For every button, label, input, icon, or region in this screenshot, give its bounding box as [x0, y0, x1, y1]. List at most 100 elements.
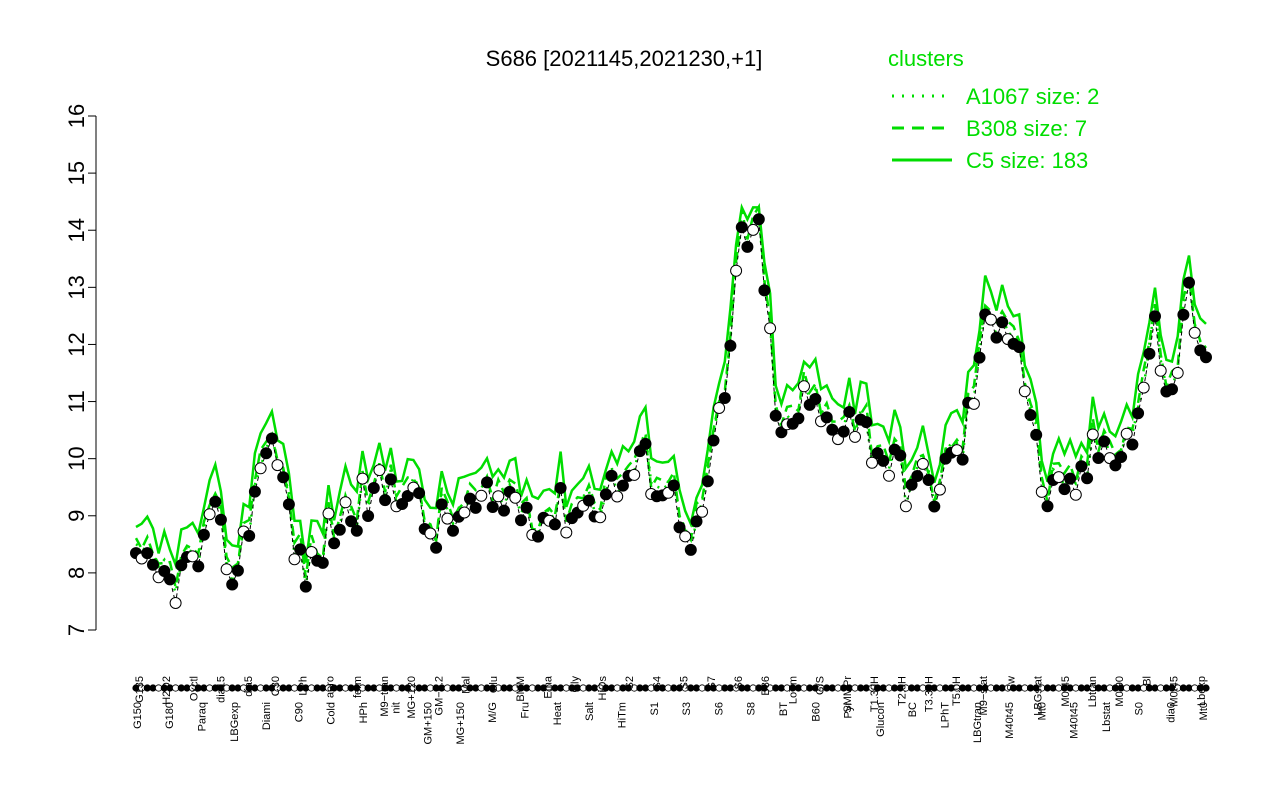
x-tick-label-lower: Mt0: [1036, 702, 1048, 720]
x-tick-label-upper: LoTm: [787, 676, 799, 704]
data-point: [260, 447, 273, 460]
legend: clusters A1067 size: 2 B308 size: 7 C5 siz…: [888, 46, 1099, 173]
x-tick-label-upper: B36: [760, 676, 772, 696]
data-point: [1154, 364, 1167, 377]
x-tick-label-upper: HiOs: [597, 676, 609, 701]
data-point: [192, 560, 205, 573]
data-point: [203, 508, 216, 521]
data-point: [724, 339, 737, 352]
data-point: [860, 416, 873, 429]
data-point: [639, 437, 652, 450]
data-point: [922, 474, 935, 486]
data-point: [769, 409, 782, 422]
data-point: [690, 515, 703, 528]
data-point: [713, 402, 726, 414]
x-tick-label-upper: Oxctl: [188, 676, 200, 701]
data-point: [356, 472, 369, 485]
data-point: [362, 510, 375, 522]
data-point: [322, 507, 335, 520]
data-point: [430, 541, 443, 554]
x-tick-label-upper: Glu: [488, 676, 500, 693]
data-point: [707, 434, 720, 447]
data-point: [730, 264, 743, 277]
data-point: [294, 543, 307, 556]
x-tick-label-upper: T2.0H: [896, 676, 908, 706]
data-point: [1092, 452, 1105, 464]
data-point: [1109, 459, 1122, 472]
x-tick-label-lower: Paraq: [197, 702, 209, 731]
x-tick-label-lower: Heat: [552, 702, 564, 725]
x-tick-label-lower: BT: [778, 702, 790, 716]
legend-entry-label: A1067 size: 2: [966, 84, 1099, 109]
x-tick-label-upper: aero: [325, 676, 337, 698]
data-point: [605, 469, 618, 482]
legend-entry-label: C5 size: 183: [966, 148, 1088, 173]
data-point: [520, 501, 533, 514]
series-lines: [134, 202, 1208, 604]
data-point: [435, 498, 448, 511]
x-tick-label-upper: GM−0.2: [433, 676, 445, 715]
data-point: [481, 476, 493, 489]
x-tick-label-lower: MG+150: [455, 702, 467, 745]
x-tick-label-upper: Mal: [461, 676, 473, 694]
x-tick-label-upper: M0t45: [1060, 676, 1072, 707]
data-point: [843, 406, 856, 418]
data-point: [894, 449, 907, 462]
data-point: [158, 565, 171, 577]
data-point: [532, 530, 544, 543]
legend-entry-label: B308 size: 7: [966, 116, 1087, 141]
data-point: [718, 392, 731, 404]
y-tick-label: 16: [64, 104, 89, 128]
x-tick-label-upper: Lbtran: [1087, 676, 1099, 707]
data-point: [1086, 428, 1099, 441]
x-tick-label-lower: B60: [810, 702, 822, 722]
x-tick-label-upper: MG+120: [406, 676, 418, 719]
data-point: [248, 485, 261, 498]
x-tick-label-lower: S1: [649, 702, 661, 715]
x-tick-label-upper: SMMPr: [842, 676, 854, 713]
x-tick-label-upper: M0t45: [1169, 676, 1181, 707]
data-point: [996, 316, 1009, 329]
x-tick-label-lower: Cold: [326, 702, 338, 725]
x-tick-label-lower: Pyr: [843, 702, 855, 719]
data-point: [1058, 483, 1071, 496]
y-tick-label: 13: [64, 275, 89, 299]
data-point: [684, 543, 697, 556]
legend-title: clusters: [888, 46, 964, 71]
data-point: [798, 380, 810, 393]
x-tick-label-upper: dia15: [216, 676, 228, 703]
x-tick-label-lower: S0: [1133, 702, 1145, 715]
data-point: [464, 492, 476, 505]
data-point: [758, 284, 771, 297]
x-tick-label-upper: C30: [270, 676, 282, 696]
data-point: [316, 556, 329, 569]
data-point: [1018, 385, 1031, 398]
x-tick-label-upper: M9−stat: [978, 676, 990, 715]
x-tick-label-upper: G135: [134, 676, 146, 703]
data-point: [1120, 427, 1133, 440]
x-tick-label-lower: Mt0: [1198, 702, 1210, 720]
data-point: [328, 537, 341, 550]
x-tick-label-upper: dia5: [243, 676, 255, 697]
x-tick-label-upper: H2O2: [161, 676, 173, 705]
data-point: [169, 597, 182, 609]
data-point: [984, 313, 997, 326]
data-point: [679, 530, 692, 543]
x-tick-label-lower: Lbstat: [1101, 702, 1113, 732]
data-point: [741, 240, 754, 253]
data-point: [1171, 366, 1184, 379]
data-point: [1075, 460, 1088, 473]
y-tick-label: 8: [64, 567, 89, 579]
x-tick-label-upper: Lbexp: [1196, 676, 1208, 706]
data-point: [950, 444, 963, 457]
data-point: [1143, 347, 1156, 360]
data-point: [956, 453, 969, 466]
x-tick-label-lower: M40t45: [1004, 702, 1016, 739]
data-point: [1052, 471, 1065, 484]
x-tick-label-lower: GM+150: [423, 702, 435, 745]
x-tick-label-lower: Diami: [261, 702, 273, 730]
data-point: [1024, 409, 1037, 421]
x-tick-label-lower: LBGexp: [229, 702, 241, 742]
x-tick-label-lower: Glucon: [875, 702, 887, 737]
